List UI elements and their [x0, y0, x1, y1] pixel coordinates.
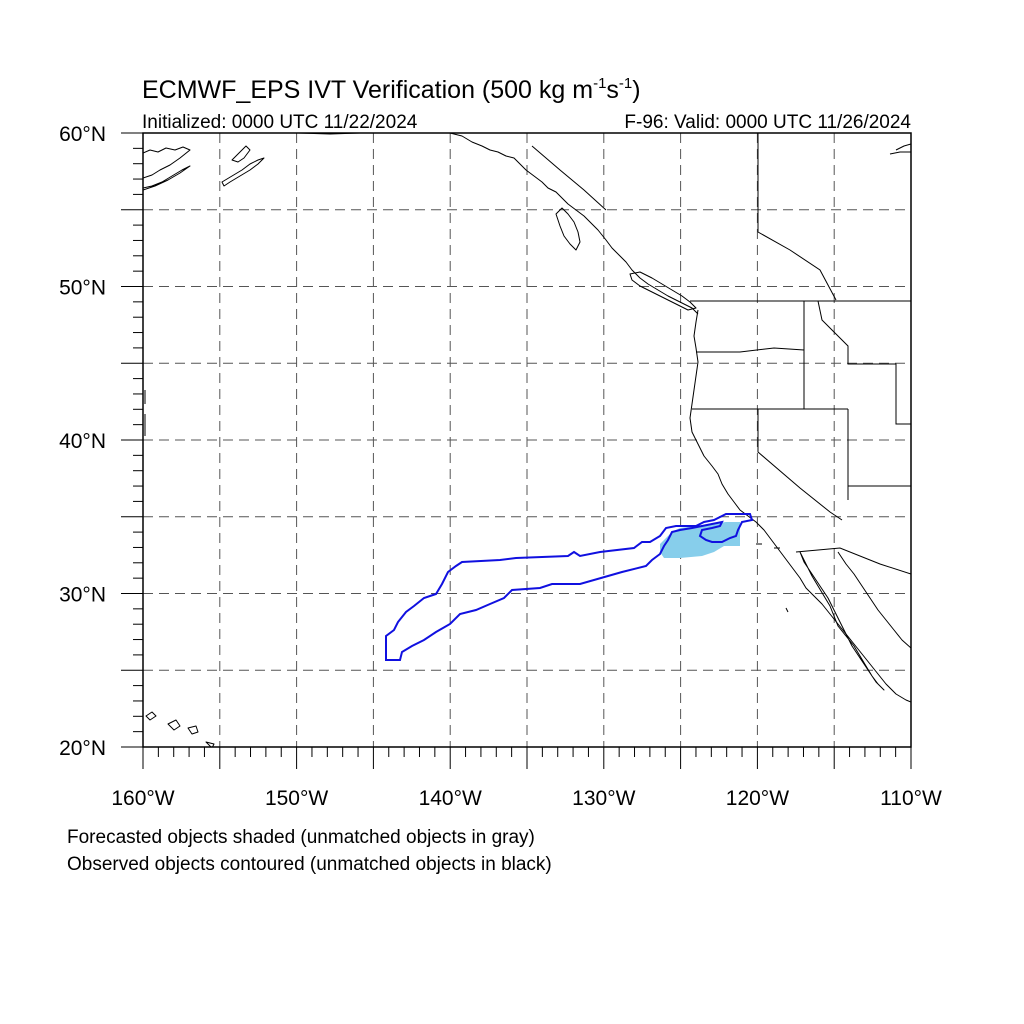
us-mexico-border — [795, 547, 911, 575]
lon-label: 110°W — [880, 787, 942, 810]
kodiak-island — [231, 145, 251, 163]
alaska-coast — [143, 146, 191, 191]
lon-label: 140°W — [419, 787, 482, 810]
channel-islands — [756, 543, 789, 613]
lat-label: 30°N — [59, 584, 106, 607]
canada-bc-alberta-border — [757, 133, 837, 301]
hawaii-islands — [145, 711, 215, 747]
lon-label: 150°W — [265, 787, 328, 810]
lon-label: 130°W — [572, 787, 635, 810]
lat-label: 40°N — [59, 430, 106, 453]
washington-oregon-border — [696, 347, 805, 353]
observed-contour — [385, 513, 754, 661]
tick-marks — [121, 132, 912, 769]
lat-label: 60°N — [59, 123, 106, 146]
legend-forecast-note: Forecasted objects shaded (unmatched obj… — [67, 827, 535, 848]
lat-label: 20°N — [59, 737, 106, 760]
lon-label: 160°W — [111, 787, 174, 810]
initialized-label: Initialized: 0000 UTC 11/22/2024 — [142, 112, 418, 133]
montana-border — [817, 300, 911, 425]
hudson-bay-edge — [889, 143, 911, 155]
kenai-coast — [221, 157, 265, 187]
lat-label: 50°N — [59, 277, 106, 300]
lon-label: 120°W — [726, 787, 789, 810]
map-title: ECMWF_EPS IVT Verification (500 kg m-1s-… — [142, 75, 641, 104]
lat-labels: 60°N 50°N 40°N 30°N 20°N — [59, 123, 106, 760]
haida-gwaii — [555, 207, 581, 251]
mexico-coast — [837, 551, 911, 649]
gridlines — [143, 133, 911, 747]
baja-california — [799, 551, 885, 691]
valid-time-label: F-96: Valid: 0000 UTC 11/26/2024 — [624, 112, 911, 133]
legend-observed-note: Observed objects contoured (unmatched ob… — [67, 854, 552, 875]
lon-labels: 160°W 150°W 140°W 130°W 120°W 110°W — [111, 787, 942, 810]
alaska-canada-border — [531, 145, 607, 211]
political-borders — [531, 133, 911, 575]
observed-object — [385, 513, 754, 661]
coastlines — [143, 133, 911, 747]
us-west-coast — [689, 309, 911, 703]
nevada-california-border — [757, 409, 843, 521]
vancouver-island — [629, 271, 697, 311]
